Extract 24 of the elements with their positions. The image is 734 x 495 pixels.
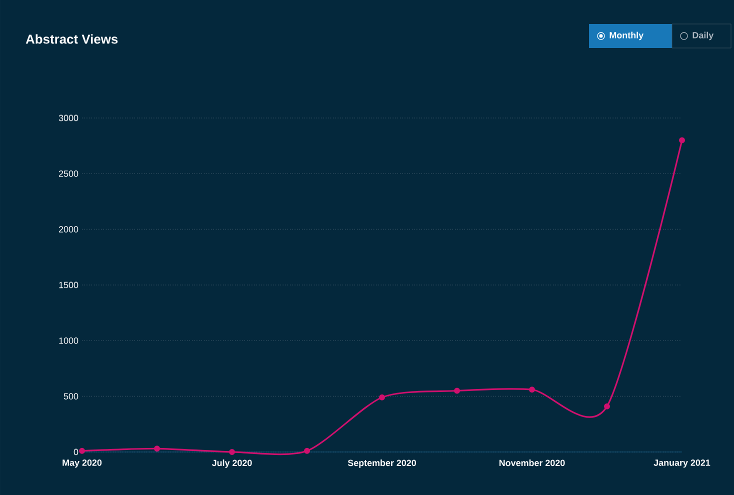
text: Monthly xyxy=(610,32,644,40)
x-tick-label: September 2020 xyxy=(348,460,416,468)
point xyxy=(229,448,236,455)
x-tick-label: May 2020 xyxy=(62,460,102,468)
point xyxy=(154,446,160,452)
y-tick-label: 3000 xyxy=(58,114,78,122)
text: Daily xyxy=(692,32,714,40)
point xyxy=(604,403,610,410)
y-tick-label: 2500 xyxy=(58,170,78,177)
point xyxy=(379,394,386,400)
point xyxy=(529,386,536,393)
chart-title: Abstract Views xyxy=(26,34,118,44)
x-tick-label: July 2020 xyxy=(212,460,252,468)
y-tick-label: 1000 xyxy=(59,337,78,344)
x-tick-label: November 2020 xyxy=(499,460,565,466)
y-tick-label: 500 xyxy=(64,393,78,400)
y-tick-label: 2000 xyxy=(58,226,78,232)
y-tick-label: 1500 xyxy=(59,282,78,288)
point xyxy=(679,137,686,144)
y-tick-label: 0 xyxy=(74,448,78,456)
point xyxy=(454,388,460,394)
x-tick-label: January 2021 xyxy=(654,460,710,468)
point xyxy=(79,448,86,454)
point xyxy=(304,448,310,454)
